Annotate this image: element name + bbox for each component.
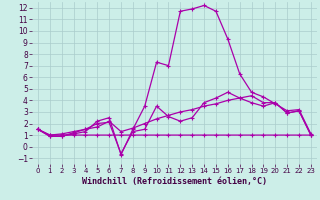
X-axis label: Windchill (Refroidissement éolien,°C): Windchill (Refroidissement éolien,°C) bbox=[82, 177, 267, 186]
